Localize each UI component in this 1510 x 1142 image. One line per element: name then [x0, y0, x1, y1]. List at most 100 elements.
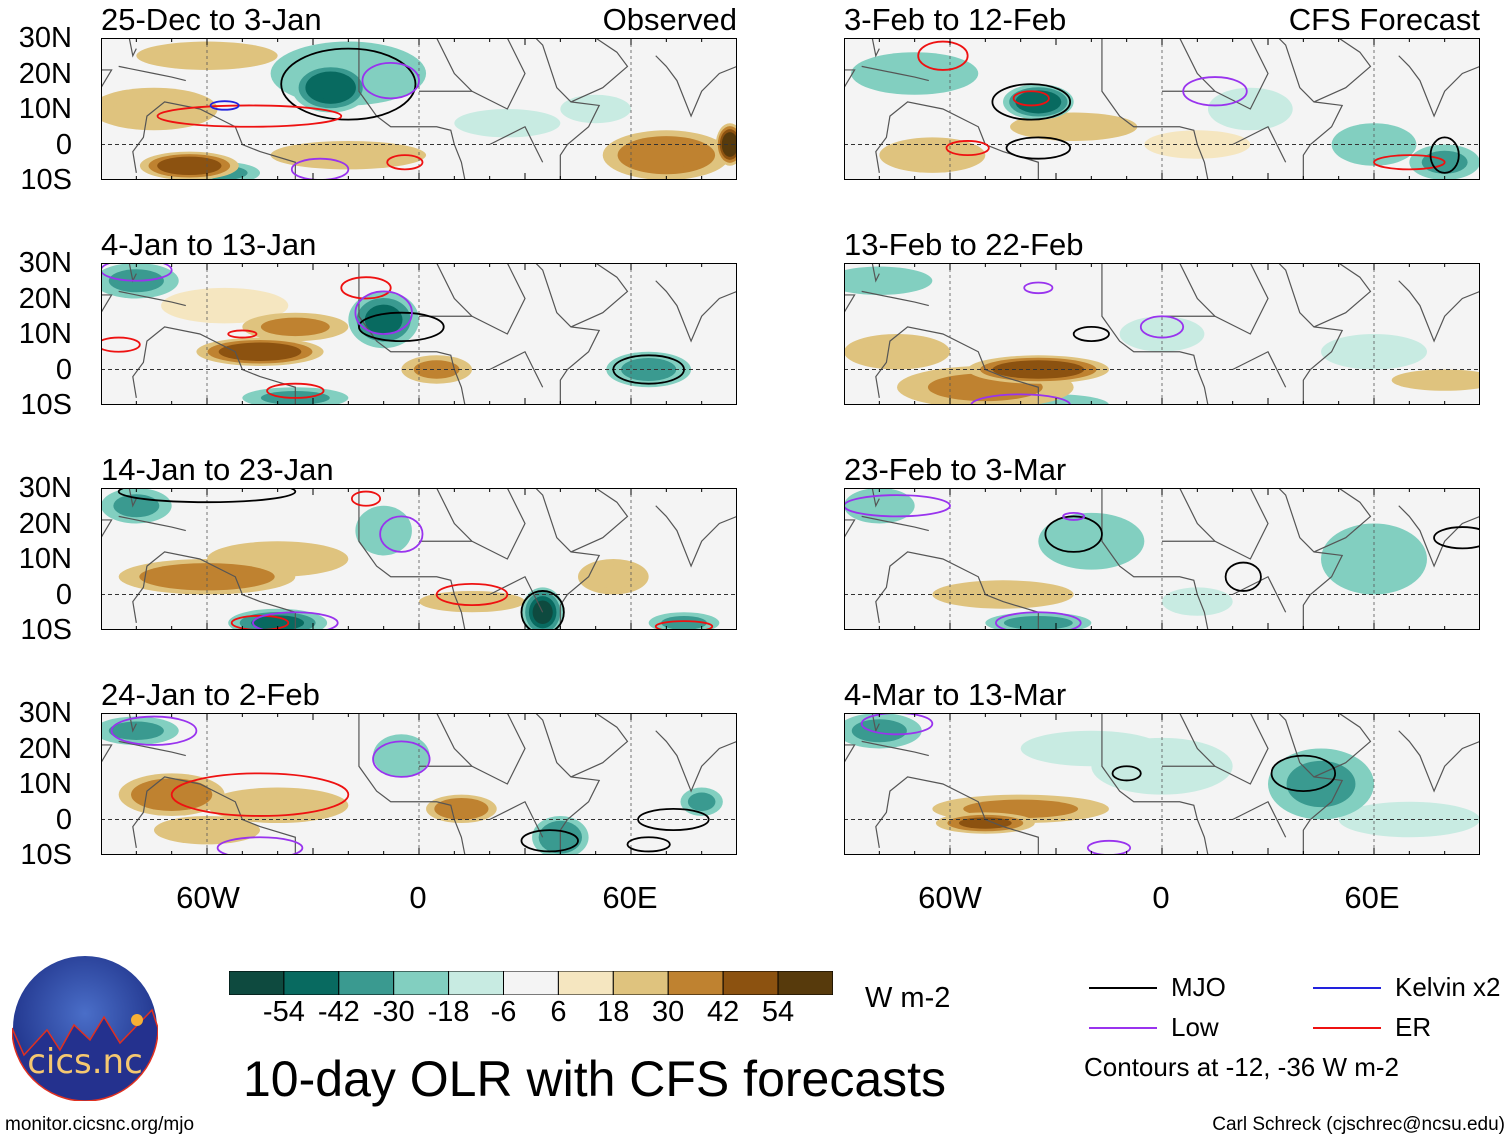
units-label: W m-2: [865, 982, 951, 1014]
colorbar-swatch: [612, 970, 669, 996]
coastline: [436, 38, 526, 110]
coastline: [1179, 263, 1269, 335]
olr-anomaly: [112, 95, 196, 123]
mjo-contour: [1433, 526, 1480, 550]
coastline: [132, 776, 296, 855]
colorbar-label: -42: [317, 996, 360, 1028]
mjo-contour: [1429, 136, 1460, 174]
coastline: [1101, 713, 1209, 855]
coastline: [655, 505, 737, 568]
map-panel: [101, 263, 737, 405]
url-text: monitor.cicsnc.org/mjo: [5, 1114, 195, 1135]
coastline: [861, 740, 929, 757]
lat-tick: 10N: [18, 318, 72, 350]
coastline: [844, 713, 856, 764]
coastline: [861, 290, 929, 307]
low-contour: [216, 836, 304, 855]
olr-anomaly: [1286, 760, 1356, 808]
coastline: [128, 488, 137, 508]
figure-title: 10-day OLR with CFS forecasts: [243, 1051, 947, 1107]
coastline: [489, 800, 544, 838]
legend-line: [1313, 1027, 1381, 1029]
er-contour: [435, 582, 509, 607]
colorbar-label: 54: [761, 996, 795, 1028]
lat-tick: 20N: [18, 732, 72, 765]
olr-anomaly: [661, 615, 707, 630]
lat-tick: 30N: [18, 22, 72, 54]
cicsnc-logo: cics.nc: [12, 956, 158, 1101]
olr-anomaly: [1032, 117, 1116, 136]
olr-anomaly: [897, 143, 967, 167]
low-contour: [101, 263, 173, 282]
colorbar-label: -54: [262, 996, 305, 1028]
olr-anomaly: [1021, 93, 1056, 111]
map-panel: [101, 488, 737, 630]
olr-anomaly: [844, 266, 933, 295]
olr-anomaly: [590, 565, 637, 589]
colorbar-label: 6: [550, 996, 567, 1028]
coastline: [1179, 488, 1269, 560]
coastline: [1313, 38, 1372, 103]
colorbar: [228, 970, 834, 1000]
low-contour: [860, 713, 934, 736]
er-contour: [1012, 90, 1050, 107]
olr-anomaly: [1020, 730, 1162, 767]
olr-anomaly: [355, 505, 412, 556]
mjo-contour: [626, 836, 671, 853]
low-contour: [252, 611, 339, 630]
coastline: [1398, 505, 1480, 568]
lat-tick: 30N: [18, 247, 72, 279]
colorbar-swatch: [557, 970, 614, 996]
low-contour: [290, 157, 350, 180]
colorbar-swatch: [503, 970, 559, 996]
colorbar-swatch: [228, 970, 285, 996]
coastline: [1179, 38, 1269, 110]
olr-anomaly: [159, 567, 255, 587]
legend-label: ER: [1395, 1012, 1432, 1042]
map-panel: [101, 713, 737, 855]
coastline: [1101, 38, 1209, 180]
panel-title: 25-Dec to 3-Jan: [101, 2, 322, 37]
mjo-contour: [280, 47, 417, 121]
coastline: [128, 38, 137, 58]
coastline: [1232, 575, 1287, 613]
olr-anomaly: [1038, 512, 1145, 570]
coastline: [871, 713, 880, 733]
lon-tick: 0: [1152, 880, 1170, 915]
lat-tick: 0: [55, 803, 72, 836]
observed-label: Observed: [602, 2, 737, 37]
olr-anomaly: [687, 792, 716, 811]
lon-tick: 60E: [602, 880, 658, 915]
lat-tick: 0: [55, 578, 72, 611]
coastline: [358, 713, 466, 855]
olr-anomaly: [1339, 535, 1409, 583]
er-contour: [654, 620, 714, 630]
colorbar-swatch: [393, 970, 450, 996]
er-contour: [170, 772, 350, 817]
coastline: [1278, 263, 1344, 405]
coastline: [570, 488, 629, 553]
mjo-contour: [117, 488, 297, 504]
coastline: [861, 65, 929, 82]
coastline: [871, 38, 880, 58]
lat-tick: 0: [55, 128, 72, 161]
coastline: [358, 38, 466, 180]
coastline: [358, 263, 466, 405]
olr-anomaly: [251, 615, 305, 630]
forecast-label: CFS Forecast: [1288, 2, 1480, 37]
lat-tick: 10S: [20, 614, 72, 646]
olr-anomaly: [442, 801, 481, 817]
coastline: [570, 713, 629, 778]
coastline: [101, 38, 113, 89]
coastline: [101, 263, 113, 314]
lat-tick: 20N: [18, 282, 72, 315]
olr-anomaly: [373, 734, 430, 777]
olr-anomaly: [437, 594, 507, 609]
coastline: [844, 488, 856, 539]
coastline: [1398, 280, 1480, 343]
olr-anomaly: [172, 820, 242, 840]
er-contour: [156, 104, 343, 128]
coastline: [1232, 350, 1287, 388]
coastline: [436, 488, 526, 560]
er-contour: [266, 382, 325, 399]
